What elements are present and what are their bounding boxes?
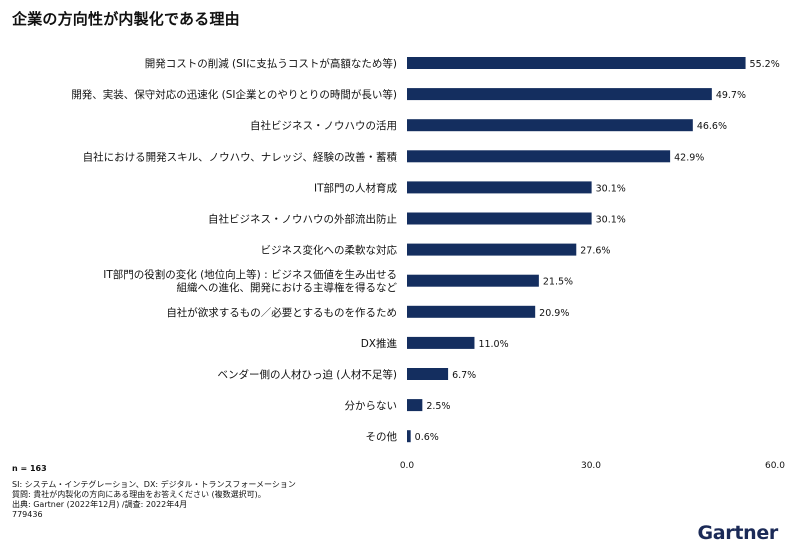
footnote-question: 質問: 貴社が内製化の方向にある理由をお答えください (複数選択可)。 — [12, 490, 266, 499]
value-label: 20.9% — [539, 308, 569, 319]
value-label: 21.5% — [543, 277, 573, 288]
category-label: IT部門の役割の変化 (地位向上等) : ビジネス価値を生み出せる組織への進化、… — [103, 268, 397, 294]
bar — [407, 305, 536, 318]
value-label: 27.6% — [580, 246, 610, 257]
category-label: DX推進 — [361, 337, 398, 350]
x-tick-label: 60.0 — [765, 461, 785, 471]
value-label: 0.6% — [415, 432, 439, 443]
value-label: 46.6% — [697, 121, 727, 132]
category-label: ビジネス変化への柔軟な対応 — [261, 244, 398, 257]
sample-size-label: n = 163 — [12, 464, 47, 473]
bar — [407, 243, 577, 256]
category-label: 開発、実装、保守対応の迅速化 (SI企業とのやりとりの時間が長い等) — [71, 88, 397, 101]
bar — [407, 150, 671, 163]
value-label: 30.1% — [596, 215, 626, 226]
bar — [407, 399, 423, 412]
value-label: 6.7% — [452, 370, 476, 381]
footnote-source: 出典: Gartner (2022年12月) /調査: 2022年4月 — [12, 500, 188, 509]
bar — [407, 274, 539, 287]
bar — [407, 181, 592, 194]
value-label: 42.9% — [674, 152, 704, 163]
bar — [407, 212, 592, 225]
category-label: ベンダー側の人材ひっ迫 (人材不足等) — [217, 368, 397, 381]
bar — [407, 368, 449, 380]
x-tick-label: 30.0 — [581, 461, 601, 471]
category-label: 自社ビジネス・ノウハウの活用 — [250, 119, 397, 132]
x-tick-label: 0.0 — [400, 461, 415, 471]
gartner-logo: Gartner — [697, 522, 778, 544]
category-label: 開発コストの削減 (SIに支払うコストが高額なため等) — [145, 57, 397, 70]
value-label: 11.0% — [478, 339, 508, 350]
bar — [407, 336, 475, 349]
bar — [407, 88, 712, 101]
category-label: IT部門の人材育成 — [314, 181, 398, 194]
footnote-id: 779436 — [12, 510, 43, 519]
bar-chart: 開発コストの削減 (SIに支払うコストが高額なため等) 55.2% 開発、実装、保守… — [71, 57, 785, 471]
category-label: 自社が欲求するもの／必要とするものを作るため — [166, 306, 397, 319]
chart-title: 企業の方向性が内製化である理由 — [12, 10, 240, 28]
bar — [407, 119, 693, 132]
category-label: 自社ビジネス・ノウハウの外部流出防止 — [208, 213, 397, 226]
value-label: 49.7% — [716, 90, 746, 101]
category-label: 分からない — [345, 400, 398, 412]
bar — [407, 430, 411, 443]
footnote-abbreviations: SI: システム・インテグレーション、DX: デジタル・トランスフォーメーション — [12, 480, 296, 489]
category-label: その他 — [366, 430, 398, 443]
bar — [407, 57, 746, 69]
value-label: 2.5% — [426, 401, 450, 412]
value-label: 55.2% — [750, 59, 780, 70]
category-label: 自社における開発スキル、ノウハウ、ナレッジ、経験の改善・蓄積 — [83, 150, 398, 163]
value-label: 30.1% — [596, 183, 626, 194]
